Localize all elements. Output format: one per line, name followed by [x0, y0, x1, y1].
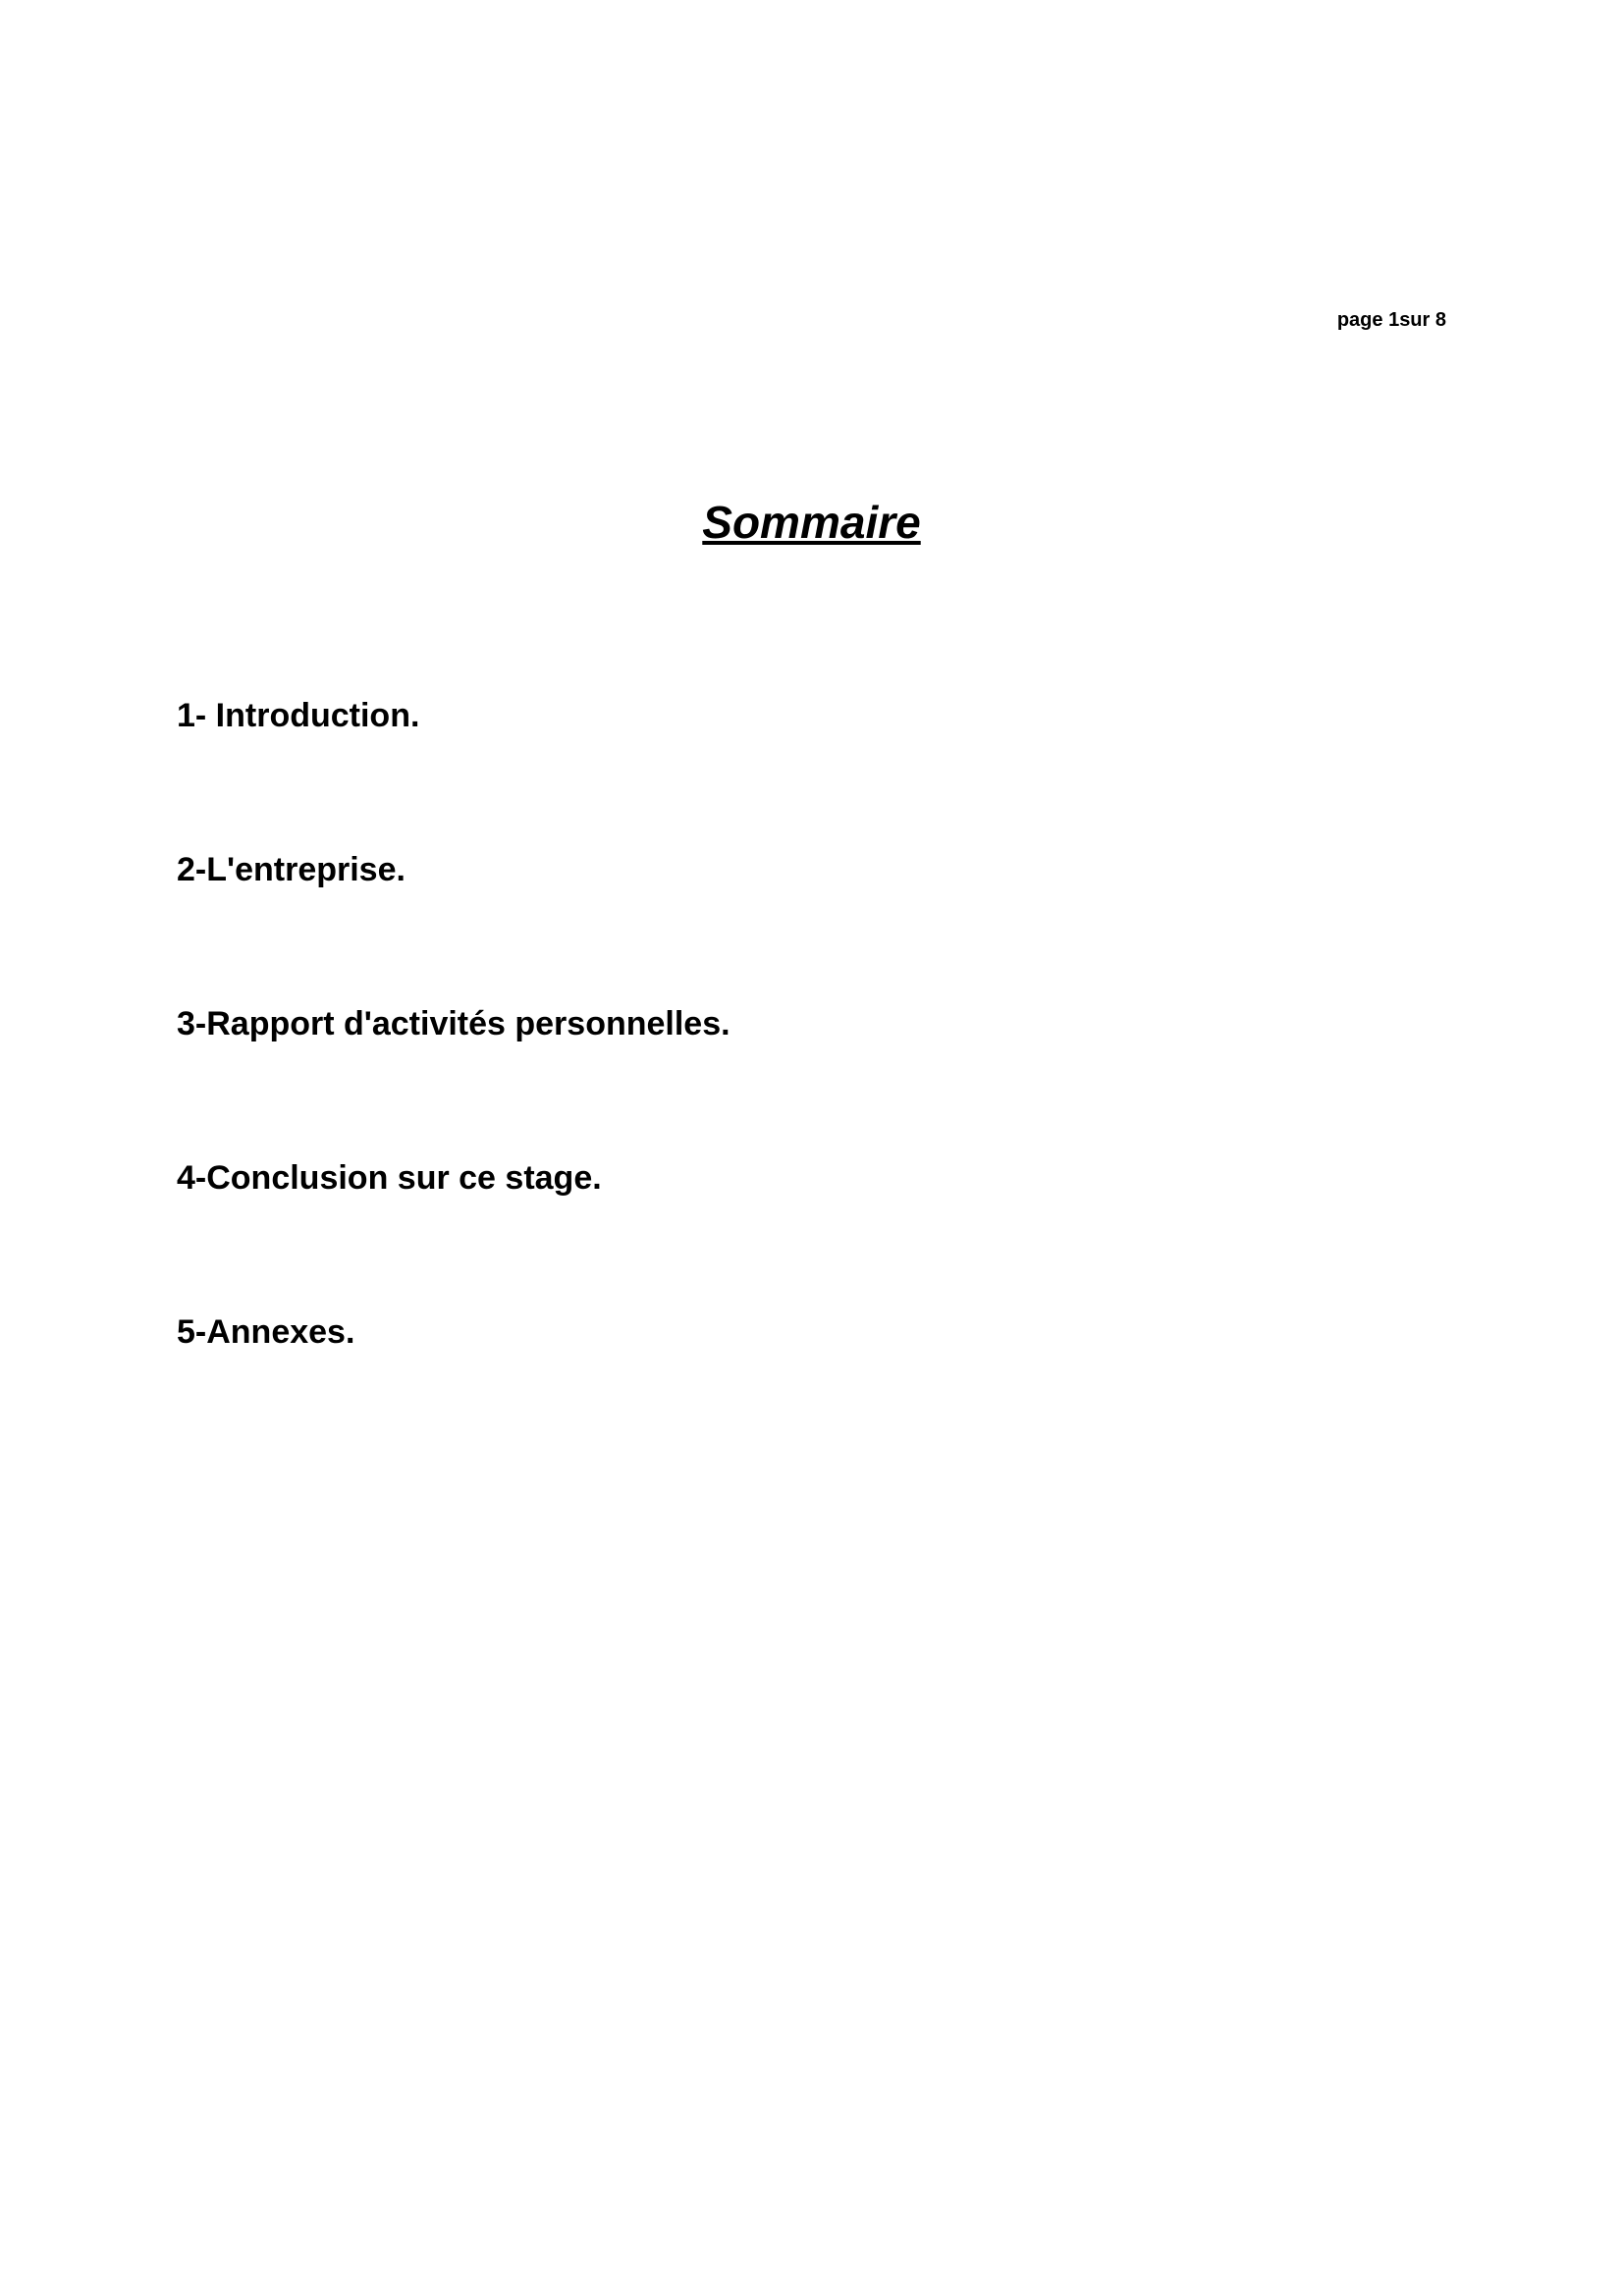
page-title: Sommaire	[0, 496, 1623, 549]
page-number: page 1sur 8	[1337, 309, 1446, 332]
toc-item: 1- Introduction.	[177, 697, 1446, 735]
table-of-contents: 1- Introduction. 2-L'entreprise. 3-Rappo…	[177, 697, 1446, 1468]
toc-item: 2-L'entreprise.	[177, 851, 1446, 889]
toc-item: 4-Conclusion sur ce stage.	[177, 1159, 1446, 1198]
toc-item: 3-Rapport d'activités personnelles.	[177, 1005, 1446, 1043]
toc-item: 5-Annexes.	[177, 1313, 1446, 1352]
